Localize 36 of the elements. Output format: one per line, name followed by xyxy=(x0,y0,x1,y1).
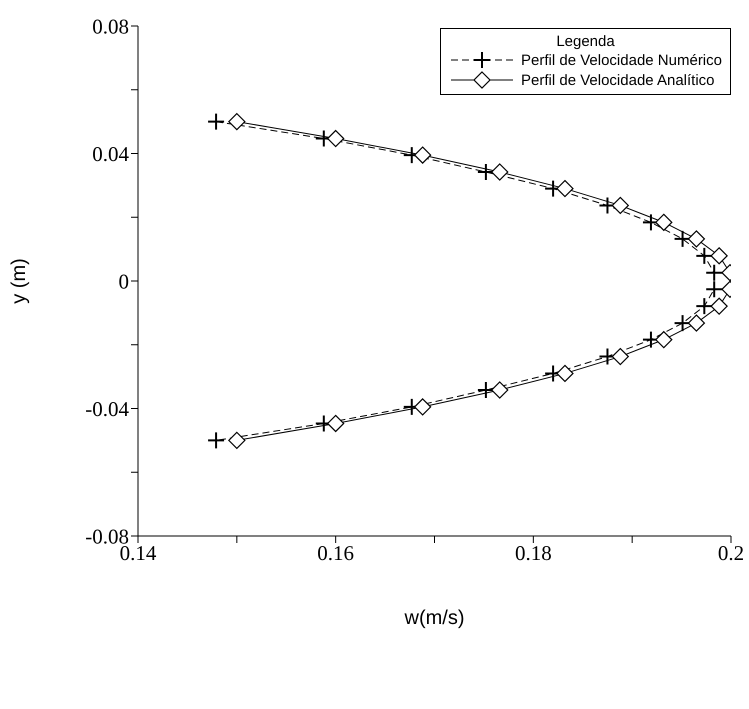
point xyxy=(612,348,629,366)
point xyxy=(491,381,508,399)
point xyxy=(327,130,344,148)
x-tick-label: 0.18 xyxy=(514,540,552,565)
point xyxy=(695,246,714,265)
point xyxy=(556,364,574,382)
point xyxy=(705,280,724,298)
point xyxy=(414,398,432,416)
point xyxy=(695,297,714,316)
point xyxy=(327,414,344,432)
x-axis-title: w(m/s) xyxy=(404,607,464,629)
point xyxy=(556,180,574,198)
point xyxy=(414,146,432,164)
y-tick-label: 0.04 xyxy=(92,142,130,166)
x-tick-label: 0.2 xyxy=(718,540,744,565)
point xyxy=(655,214,672,231)
point xyxy=(688,230,706,248)
point xyxy=(228,113,246,130)
legend-label: Perfil de Velocidade Analítico xyxy=(521,72,715,88)
y-axis-title: y (m) xyxy=(8,258,30,304)
point xyxy=(491,163,508,181)
point xyxy=(710,298,728,315)
y-tick-label: 0.08 xyxy=(92,14,129,38)
point xyxy=(710,247,728,264)
legend-label: Perfil de Velocidade Numérico xyxy=(521,52,722,68)
point xyxy=(612,196,629,214)
x-tick-label: 0.16 xyxy=(317,540,354,565)
point xyxy=(228,432,246,449)
point xyxy=(207,431,226,450)
legend-title: Legenda xyxy=(555,33,616,50)
y-tick-label: 0 xyxy=(118,269,129,294)
point xyxy=(705,264,724,282)
point xyxy=(655,331,672,348)
point xyxy=(688,314,706,332)
y-tick-label: -0.04 xyxy=(85,396,130,421)
point xyxy=(207,112,226,131)
